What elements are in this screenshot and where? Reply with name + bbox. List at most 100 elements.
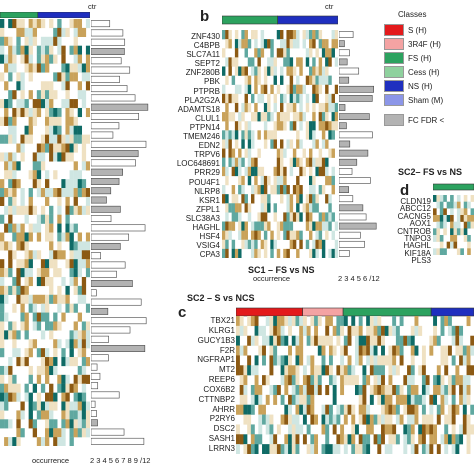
heatmap-cell: [273, 102, 277, 113]
heatmap-cell: [244, 39, 248, 49]
heatmap-cell: [299, 121, 303, 131]
heatmap-cell: [291, 385, 296, 396]
heatmap-cell: [351, 365, 356, 376]
heatmap-cell: [299, 102, 303, 113]
heatmap-cell: [12, 285, 17, 295]
heatmap-cell: [260, 48, 265, 58]
heatmap-cell: [241, 239, 245, 250]
heatmap-cell: [444, 345, 449, 356]
heatmap-cell: [53, 125, 58, 135]
heatmap-cell: [4, 81, 9, 91]
occurrence-bar: [91, 354, 109, 362]
heatmap-cell: [362, 444, 367, 454]
gene-label: KIF18A: [404, 248, 431, 258]
heatmap-cell: [24, 330, 29, 340]
heatmap-cell: [429, 404, 434, 415]
heatmap-cell: [273, 66, 277, 76]
heatmap-cell: [238, 212, 242, 222]
heatmap-cell: [269, 325, 274, 336]
heatmap-cell: [81, 365, 87, 376]
heatmap-cell: [69, 410, 74, 420]
heatmap-cell: [65, 107, 70, 118]
heatmap-cell: [69, 357, 74, 367]
heatmap-cell: [280, 316, 285, 327]
heatmap-cell: [53, 188, 58, 198]
heatmap-cell: [4, 152, 9, 162]
heatmap-cell: [36, 437, 42, 446]
heatmap-cell: [45, 36, 50, 46]
heatmap-cell: [24, 107, 29, 118]
heatmap-cell: [450, 215, 454, 222]
heatmap-cell: [36, 232, 42, 242]
heatmap-cell: [247, 203, 252, 213]
heatmap-cell: [305, 194, 310, 204]
heatmap-cell: [231, 239, 236, 250]
heatmap-cell: [331, 175, 335, 186]
heatmap-cell: [238, 166, 242, 177]
heatmap-cell: [446, 201, 451, 209]
heatmap-cell: [286, 39, 290, 49]
heatmap-cell: [225, 130, 229, 140]
heatmap-cell: [296, 112, 300, 122]
occurrence-bar: [91, 94, 136, 102]
heatmap-cell: [228, 148, 232, 158]
heatmap-cell: [369, 394, 374, 405]
heatmap-cell: [328, 148, 332, 158]
heatmap-cell: [410, 394, 415, 405]
heatmap-cell: [45, 188, 50, 198]
heatmap-cell: [40, 36, 46, 46]
heatmap-cell: [433, 248, 437, 255]
heatmap-cell: [302, 385, 307, 396]
heatmap-cell: [395, 404, 400, 415]
heatmap-cell: [418, 365, 423, 376]
heatmap-cell: [225, 75, 229, 85]
heatmap-cell: [466, 316, 471, 327]
occurrence-bar: [91, 196, 107, 204]
heatmap-cell: [284, 385, 289, 396]
heatmap-cell: [77, 250, 83, 260]
heatmap-cell: [231, 130, 236, 140]
heatmap-cell: [263, 185, 268, 195]
heatmap-cell: [4, 241, 9, 251]
heatmap-cell: [0, 179, 5, 189]
heatmap-cell: [358, 355, 363, 366]
heatmap-cell: [36, 268, 42, 278]
heatmap-cell: [40, 161, 46, 171]
heatmap-cell: [309, 39, 313, 49]
heatmap-cell: [234, 39, 239, 49]
heatmap-cell: [20, 223, 25, 233]
heatmap-cell: [280, 75, 284, 85]
heatmap-cell: [0, 152, 5, 162]
heatmap-cell: [24, 348, 29, 358]
panel-d-gene-list: CLDN19 ABCC12 CACNG5 AOX1 CNTROB TNPO3 HAGHL KI…: [370, 197, 431, 265]
heatmap-cell: [32, 179, 38, 189]
heatmap-cell: [45, 107, 50, 118]
heatmap-cell: [53, 294, 58, 304]
heatmap-cell: [395, 434, 400, 445]
heatmap-cell: [61, 179, 66, 189]
heatmap-cell: [263, 212, 268, 222]
heatmap-cell: [276, 166, 281, 177]
heatmap-cell: [288, 404, 292, 415]
heatmap-cell: [36, 294, 42, 304]
heatmap-cell: [332, 375, 337, 386]
heatmap-cell: [421, 385, 426, 396]
heatmap-cell: [321, 130, 326, 140]
heatmap-cell: [369, 414, 374, 425]
heatmap-cell: [16, 161, 21, 171]
heatmap-cell: [20, 107, 25, 118]
panel-a-occurrence-label: occurrence: [32, 456, 70, 465]
heatmap-cell: [238, 39, 242, 49]
heatmap-cell: [280, 394, 285, 405]
heatmap-cell: [8, 205, 13, 215]
heatmap-cell: [284, 434, 289, 445]
occurrence-bar: [91, 372, 101, 380]
heatmap-cell: [85, 63, 90, 73]
heatmap-cell: [302, 203, 306, 213]
heatmap-cell: [299, 185, 303, 195]
heatmap-cell: [331, 39, 335, 49]
heatmap-cell: [236, 335, 240, 346]
heatmap-cell: [85, 401, 90, 411]
heatmap-cell: [436, 375, 441, 386]
heatmap-cell: [315, 48, 319, 58]
